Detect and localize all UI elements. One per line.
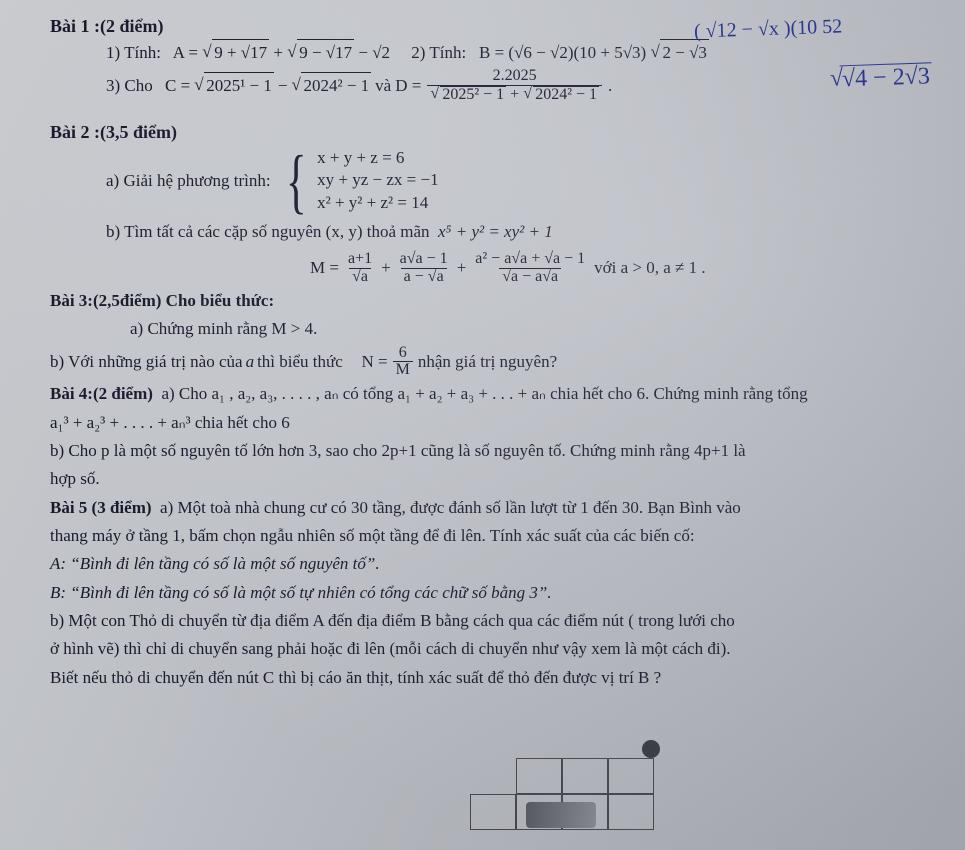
bai1-D-den: 2025² − 1 + 2024² − 1 xyxy=(427,85,602,104)
bai1-A-r2: 9 − √17 xyxy=(297,39,354,66)
bai3-t1: a+1 √a xyxy=(345,251,375,286)
bai3-N-num: 6 xyxy=(396,345,410,362)
bai1-A-r1: 9 + √17 xyxy=(212,39,269,66)
bai4-b2: hợp số. xyxy=(50,466,937,492)
bai5-B-text: B: “Bình đi lên tầng có số là một số tự … xyxy=(50,583,552,602)
bai3-t3-den: √a − a√a xyxy=(499,268,561,286)
bai4-a2: a₁³ + a₂³ + . . . . + aₙ³ chia hết cho 6 xyxy=(50,410,937,436)
brace-block: { x + y + z = 6 xy + yz − zx = −1 x² + y… xyxy=(279,145,439,217)
sqrt-icon: 2025² − 1 xyxy=(430,86,506,104)
bai3-plus2: + xyxy=(457,255,467,281)
bai5-A: A: “Bình đi lên tầng có số là một số ngu… xyxy=(50,551,937,577)
bai1-C-lhs: C = xyxy=(165,73,190,99)
bai1-C-r1: 2025¹ − 1 xyxy=(204,72,274,99)
bai5-b1: b) Một con Thỏ di chuyển từ địa điểm A đ… xyxy=(50,608,937,634)
bai5-a2: thang máy ở tầng 1, bấm chọn ngẫu nhiên … xyxy=(50,523,937,549)
bai2-a: a) Giải hệ phương trình: { x + y + z = 6… xyxy=(50,145,937,217)
left-brace-icon: { xyxy=(285,145,306,217)
bai4-a1: a) Cho a₁ , a₂, a₃, . . . . , aₙ có tổng… xyxy=(161,384,807,403)
bai1-A-tail: − √2 xyxy=(358,43,390,62)
bai3-head: Bài 3:(2,5điểm) Cho biểu thức: xyxy=(50,288,937,314)
grid-cell xyxy=(562,758,608,794)
bai2-b-eq: x⁵ + y² = xy² + 1 xyxy=(438,222,553,241)
grid-cell xyxy=(608,794,654,830)
point-b-icon xyxy=(642,740,660,758)
bai1-D-lhs: D = xyxy=(395,73,421,99)
bai3-b-a: a xyxy=(246,349,255,375)
sqrt-icon: 9 − √17 xyxy=(287,39,354,66)
bai1-q3-label: 3) Cho xyxy=(106,73,153,99)
bai4-line1: Bài 4:(2 điểm) a) Cho a₁ , a₂, a₃, . . .… xyxy=(50,381,937,407)
bai5-b3: Biết nếu thỏ di chuyển đến nút C thì bị … xyxy=(50,665,937,691)
bai3-b-tail: nhận giá trị nguyên? xyxy=(418,349,557,375)
bai2-b: b) Tìm tất cả các cặp số nguyên (x, y) t… xyxy=(50,219,937,245)
bai5-head: Bài 5 (3 điểm) xyxy=(50,498,152,517)
grid-cell xyxy=(608,758,654,794)
bai3-a: a) Chứng minh rằng M > 4. xyxy=(50,316,937,342)
bai3-t3-num: a² − a√a + √a − 1 xyxy=(472,251,588,268)
rabbit-shadow-icon xyxy=(526,802,596,828)
grid-cell xyxy=(516,758,562,794)
bai3-plus1: + xyxy=(381,255,391,281)
bai1-va: và xyxy=(375,73,391,99)
sqrt-icon: √4 − 2√3 xyxy=(830,62,933,94)
bai1-line2: 3) Cho C = 2025¹ − 1 − 2024² − 1 và D = … xyxy=(50,68,937,104)
bai5-b2: ở hình vẽ) thì chỉ di chuyển sang phải h… xyxy=(50,636,937,662)
bai1-q3-tail: . xyxy=(608,73,612,99)
bai3-b: b) Với những giá trị nào của a thì biểu … xyxy=(50,345,937,380)
handwriting-2: √4 − 2√3 xyxy=(830,62,933,94)
sqrt-icon: 2024² − 1 xyxy=(291,72,371,99)
bai1-A-plus: + xyxy=(273,43,287,62)
bai3-t2-num: a√a − 1 xyxy=(397,251,451,268)
grid-cell xyxy=(470,794,516,830)
bai1-C-mid: − xyxy=(278,73,288,99)
bai2-head: Bài 2 :(3,5 điểm) xyxy=(50,122,937,143)
bai3-M-lhs: M = xyxy=(310,255,339,281)
bai1-q1-label: 1) Tính: xyxy=(106,43,161,62)
bai1-C-r2: 2024² − 1 xyxy=(301,72,371,99)
hand-h2-rad: √4 − 2√3 xyxy=(840,62,933,93)
sqrt-icon: 9 + √17 xyxy=(202,39,269,66)
bai3-t2-den: a − √a xyxy=(401,268,447,286)
bai3-N-lhs: N = xyxy=(362,349,388,375)
bai3-t1-num: a+1 xyxy=(345,251,375,268)
bai3-t1-den: √a xyxy=(349,268,371,286)
bai1-A-lhs: A = xyxy=(173,43,198,62)
bai1-D-den-plus: + xyxy=(510,86,523,103)
bai3-N-frac: 6 M xyxy=(393,345,413,380)
bai1-line1: 1) Tính: A = 9 + √17 + 9 − √17 − √2 2) T… xyxy=(50,39,937,66)
bai3-b-mid: thì biểu thức xyxy=(257,349,343,375)
bai3-b-pre: b) Với những giá trị nào của xyxy=(50,349,243,375)
bai5-B: B: “Bình đi lên tầng có số là một số tự … xyxy=(50,580,937,606)
bai1-B: B = (√6 − √2)(10 + 5√3) xyxy=(479,43,646,62)
bai3-N-den: M xyxy=(393,361,413,379)
bai1-D-frac: 2.2025 2025² − 1 + 2024² − 1 xyxy=(427,68,602,104)
bai5-A-text: A: “Bình đi lên tầng có số là một số ngu… xyxy=(50,554,380,573)
bai1-D-den-r2: 2024² − 1 xyxy=(533,86,599,104)
bai2-a-label: a) Giải hệ phương trình: xyxy=(106,168,271,194)
bai2-b-label: b) Tìm tất cả các cặp số nguyên (x, y) t… xyxy=(106,222,430,241)
exam-page: Bài 1 :(2 điểm) 1) Tính: A = 9 + √17 + 9… xyxy=(0,0,965,850)
bai4-b1: b) Cho p là một số nguyên tố lớn hơn 3, … xyxy=(50,438,937,464)
bai2-sys2: xy + yz − zx = −1 xyxy=(317,169,438,192)
bai3-t2: a√a − 1 a − √a xyxy=(397,251,451,286)
bai2-sys3: x² + y² + z² = 14 xyxy=(317,192,438,215)
bai1-q2-label: 2) Tính: xyxy=(411,43,466,62)
bai3-t3: a² − a√a + √a − 1 √a − a√a xyxy=(472,251,588,286)
grid-figure xyxy=(470,754,670,844)
bai3-head-text: Bài 3:(2,5điểm) Cho biểu thức: xyxy=(50,291,274,310)
sqrt-icon: 2025¹ − 1 xyxy=(194,72,274,99)
bai5-line1: Bài 5 (3 điểm) a) Một toà nhà chung cư c… xyxy=(50,495,937,521)
bai3-cond: với a > 0, a ≠ 1 . xyxy=(594,255,705,281)
bai1-D-num: 2.2025 xyxy=(490,68,540,85)
bai1-D-den-r1: 2025² − 1 xyxy=(440,86,506,104)
sqrt-icon: 2024² − 1 xyxy=(523,86,599,104)
bai2-sys1: x + y + z = 6 xyxy=(317,147,438,170)
bai3-M: M = a+1 √a + a√a − 1 a − √a + a² − a√a +… xyxy=(50,251,937,286)
system-body: x + y + z = 6 xy + yz − zx = −1 x² + y² … xyxy=(317,145,438,217)
bai5-a1: a) Một toà nhà chung cư có 30 tầng, được… xyxy=(160,498,741,517)
bai4-head: Bài 4:(2 điểm) xyxy=(50,384,153,403)
